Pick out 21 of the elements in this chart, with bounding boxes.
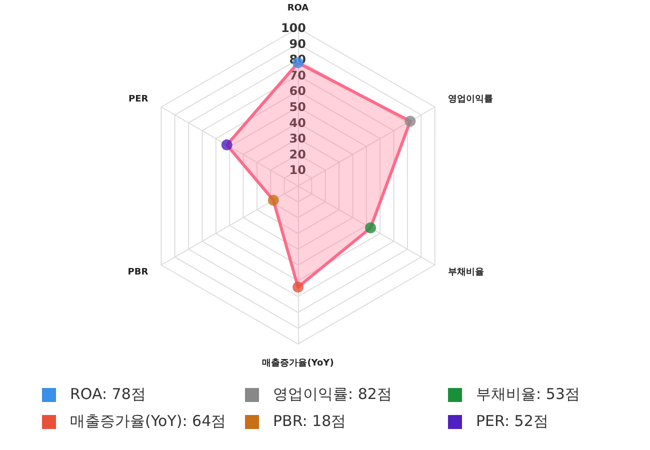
text: ROA: 78점 [70,385,146,403]
y-tick-label: 50 [289,100,306,114]
y-tick-label: 70 [289,68,306,82]
spoke-label: 영업이익률 [448,94,493,104]
y-tick-label: 40 [289,116,306,130]
text: 매출증가율(YoY): 64점 [70,412,226,430]
spoke-label: 매출증가율(YoY) [262,358,334,368]
spoke-label: 부채비율 [448,268,484,278]
y-tick-label: 30 [289,132,306,146]
spoke-label: ROA [287,4,309,14]
text: 영업이익률: 82점 [273,385,392,403]
y-tick-label: 90 [289,36,306,51]
y-tick-label: 100 [280,21,306,35]
text: 부채비율: 53점 [476,385,580,403]
y-tick-label: 60 [289,84,306,98]
y-tick-label: 10 [289,163,306,178]
spoke-label: PBR [128,268,148,278]
text: PBR: 18점 [273,412,346,430]
spoke-label: PER [128,94,148,104]
y-tick-label: 20 [289,147,306,162]
text: PER: 52점 [476,412,548,430]
